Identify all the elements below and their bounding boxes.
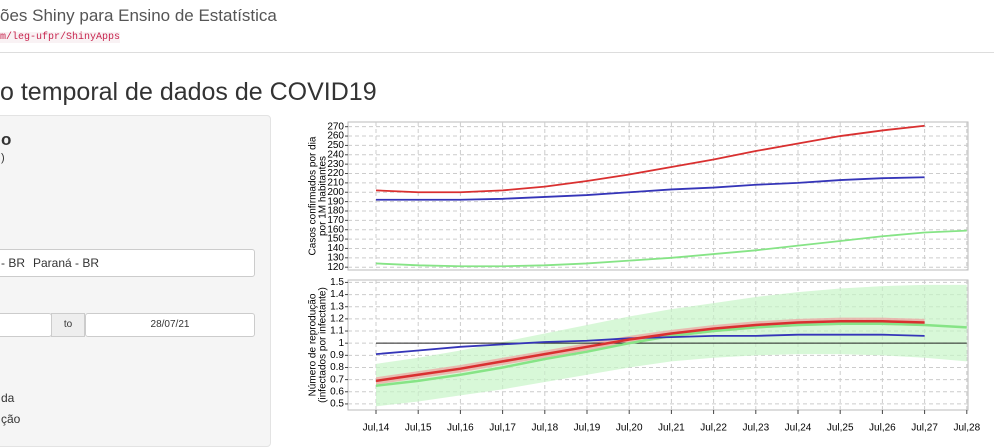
y-tick-label: 210 — [327, 178, 344, 189]
date-end[interactable]: 28/07/21 — [85, 313, 255, 337]
x-tick-label: Jul,24 — [785, 423, 812, 434]
y-tick-label: 1.3 — [330, 301, 344, 312]
y-tick-label: 0.6 — [330, 386, 344, 397]
select-tag[interactable]: Paraná - BR — [33, 256, 100, 270]
y-tick-label: 1.4 — [330, 289, 344, 300]
x-tick-label: Jul,21 — [658, 423, 685, 434]
sidebar-sub: ) — [1, 152, 5, 164]
plot-frame — [347, 121, 969, 271]
y-axis-label: Número de reprodução — [308, 293, 319, 396]
x-tick-label: Jul,17 — [489, 423, 516, 434]
x-tick-label: Jul,23 — [742, 423, 769, 434]
y-tick-label: 1.2 — [330, 314, 344, 325]
date-separator: to — [51, 313, 85, 337]
y-tick-label: 0.5 — [330, 399, 344, 410]
y-tick-label: 0.9 — [330, 350, 344, 361]
x-tick-label: Jul,27 — [911, 423, 938, 434]
x-tick-label: Jul,14 — [363, 423, 390, 434]
y-tick-label: 270 — [327, 121, 344, 132]
date-start[interactable] — [0, 313, 52, 337]
y-tick-label: 140 — [327, 243, 344, 254]
x-tick-label: Jul,22 — [700, 423, 727, 434]
y-tick-label: 130 — [327, 252, 344, 263]
y-tick-label: 1 — [338, 338, 344, 349]
y-tick-label: 180 — [327, 206, 344, 217]
y-tick-label: 0.7 — [330, 374, 344, 385]
y-tick-label: 150 — [327, 234, 344, 245]
option-label[interactable]: ção — [1, 412, 21, 426]
x-tick-label: Jul,18 — [531, 423, 558, 434]
series-line — [375, 322, 967, 387]
y-axis-label: por 1M habitantes — [318, 156, 329, 236]
charts: 1201301401501601701801902002102202302402… — [308, 121, 981, 434]
location-select[interactable]: - BR Paraná - BR — [0, 249, 255, 277]
y-tick-label: 1.1 — [330, 326, 344, 337]
y-tick-label: 190 — [327, 196, 344, 207]
x-tick-label: Jul,25 — [827, 423, 854, 434]
y-axis-label: (infectados por infectante) — [318, 287, 329, 403]
confidence-band — [418, 350, 461, 402]
y-tick-label: 220 — [327, 168, 344, 179]
series-line — [375, 320, 925, 383]
y-tick-label: 1.5 — [330, 277, 344, 288]
confidence-band — [924, 284, 967, 362]
y-tick-label: 0.8 — [330, 362, 344, 373]
navbar: ões Shiny para Ensino de Estatística m/l… — [0, 0, 994, 53]
y-tick-label: 170 — [327, 215, 344, 226]
page-title: o temporal de dados de COVID19 — [0, 78, 377, 106]
x-tick-label: Jul,15 — [405, 423, 432, 434]
series-line — [375, 229, 967, 268]
x-tick-label: Jul,28 — [953, 423, 980, 434]
navbar-title[interactable]: ões Shiny para Ensino de Estatística — [0, 6, 277, 25]
x-tick-label: Jul,19 — [574, 423, 601, 434]
x-tick-label: Jul,26 — [869, 423, 896, 434]
series-line — [375, 124, 925, 194]
y-tick-label: 260 — [327, 131, 344, 142]
sidebar: o ) - BR Paraná - BR to 28/07/21 da ção — [0, 115, 271, 447]
select-tag[interactable]: - BR — [1, 256, 25, 270]
y-tick-label: 160 — [327, 224, 344, 235]
x-tick-label: Jul,16 — [447, 423, 474, 434]
x-tick-label: Jul,20 — [616, 423, 643, 434]
navbar-link[interactable]: m/leg-ufpr/ShinyApps — [0, 32, 121, 43]
sidebar-heading: o — [1, 130, 12, 149]
plot-frame — [347, 279, 969, 411]
y-tick-label: 240 — [327, 149, 344, 160]
y-axis-label: Casos confirmados por dia — [308, 136, 319, 255]
y-tick-label: 120 — [327, 262, 344, 273]
confidence-band — [502, 333, 545, 390]
series-line — [376, 176, 925, 201]
option-label[interactable]: da — [1, 391, 15, 405]
y-tick-label: 250 — [327, 140, 344, 151]
y-tick-label: 230 — [327, 159, 344, 170]
y-tick-label: 200 — [327, 187, 344, 198]
